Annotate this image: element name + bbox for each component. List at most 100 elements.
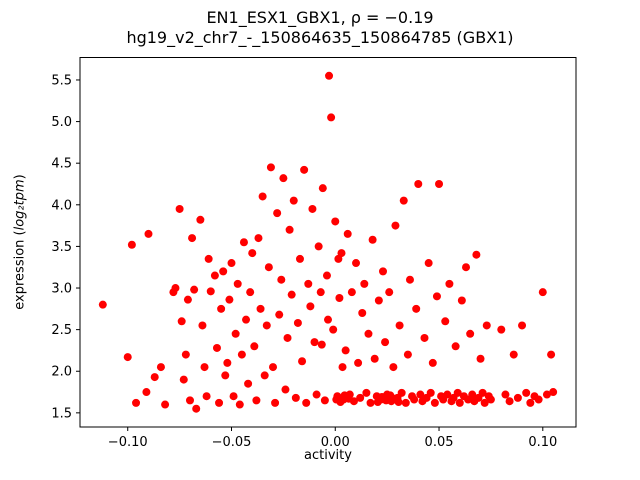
data-point: [142, 388, 151, 397]
data-point: [289, 196, 298, 205]
data-point: [338, 363, 347, 372]
data-point: [374, 296, 383, 305]
data-point: [317, 340, 326, 349]
data-point: [206, 287, 215, 296]
data-point: [260, 371, 269, 380]
data-point: [401, 398, 410, 407]
data-point: [227, 259, 236, 268]
y-axis-label: expression (log₂tpm): [13, 174, 28, 309]
data-point: [277, 275, 286, 284]
data-point: [441, 317, 450, 326]
data-point: [287, 290, 296, 299]
data-point: [242, 315, 251, 324]
x-tick-label: 0.10: [528, 435, 557, 450]
data-point: [337, 249, 346, 258]
data-point: [443, 390, 452, 399]
data-point: [345, 390, 354, 399]
data-point: [395, 321, 404, 330]
data-point: [385, 288, 394, 297]
data-point: [405, 275, 414, 284]
y-tick-label: 4.5: [51, 157, 72, 172]
data-point: [281, 385, 290, 394]
data-point: [250, 342, 259, 351]
data-point: [426, 388, 435, 397]
data-point: [414, 179, 423, 188]
data-point: [244, 379, 253, 388]
data-point: [279, 174, 288, 183]
data-point: [215, 398, 224, 407]
data-point: [403, 350, 412, 359]
data-point: [331, 217, 340, 226]
data-point: [179, 375, 188, 384]
data-point: [501, 390, 510, 399]
data-point: [304, 279, 313, 288]
data-point: [445, 279, 454, 288]
data-point: [397, 388, 406, 397]
data-point: [235, 400, 244, 409]
data-point: [412, 304, 421, 313]
data-point: [295, 254, 304, 263]
data-point: [306, 302, 315, 311]
y-axis-label-suffix: ): [12, 174, 28, 180]
data-point: [354, 358, 363, 367]
data-point: [150, 373, 159, 382]
data-point: [352, 259, 361, 268]
data-point: [175, 204, 184, 213]
data-point: [424, 259, 433, 268]
data-point: [466, 329, 475, 338]
data-point: [468, 390, 477, 399]
data-point: [237, 350, 246, 359]
y-tick-label: 5.5: [51, 73, 72, 88]
data-point: [358, 308, 367, 317]
data-point: [476, 354, 485, 363]
data-point: [428, 358, 437, 367]
data-point: [283, 333, 292, 342]
data-point: [310, 338, 319, 347]
data-point: [314, 242, 323, 251]
data-point: [248, 249, 257, 258]
x-tick-label: 0.05: [425, 435, 454, 450]
data-point: [381, 338, 390, 347]
data-point: [312, 390, 321, 399]
data-point: [188, 234, 197, 243]
data-point: [453, 388, 462, 397]
chart-title-line2: hg19_v2_chr7_-_150864635_150864785 (GBX1…: [126, 28, 514, 47]
data-point: [320, 396, 329, 405]
data-point: [343, 229, 352, 238]
data-point: [302, 398, 311, 407]
data-point: [478, 388, 487, 397]
data-point: [356, 393, 365, 402]
data-point: [264, 263, 273, 272]
data-point: [308, 204, 317, 213]
data-point: [347, 288, 356, 297]
data-point: [430, 398, 439, 407]
data-point: [462, 263, 471, 272]
data-point: [202, 392, 211, 401]
data-point: [457, 296, 466, 305]
data-point: [451, 342, 460, 351]
data-point: [547, 350, 556, 359]
y-tick-label: 5.0: [51, 115, 72, 130]
data-point: [177, 317, 186, 326]
x-tick-label: −0.10: [108, 435, 148, 450]
data-point: [324, 315, 332, 324]
y-tick-label: 3.5: [51, 240, 72, 255]
data-point: [534, 395, 543, 404]
data-point: [144, 229, 153, 238]
data-point: [322, 271, 331, 280]
data-point: [399, 196, 408, 205]
data-point: [123, 353, 132, 362]
data-point: [505, 397, 514, 406]
data-point: [416, 390, 425, 399]
data-point: [262, 321, 271, 330]
chart-title-line1: EN1_ESX1_GBX1, ρ = −0.19: [206, 8, 434, 27]
data-point: [192, 404, 201, 413]
y-tick-label: 3.0: [51, 282, 72, 297]
data-point: [391, 221, 400, 230]
data-point: [549, 388, 558, 397]
data-point: [127, 240, 136, 249]
data-point: [394, 398, 403, 407]
data-point: [300, 165, 309, 174]
data-point: [171, 284, 180, 293]
